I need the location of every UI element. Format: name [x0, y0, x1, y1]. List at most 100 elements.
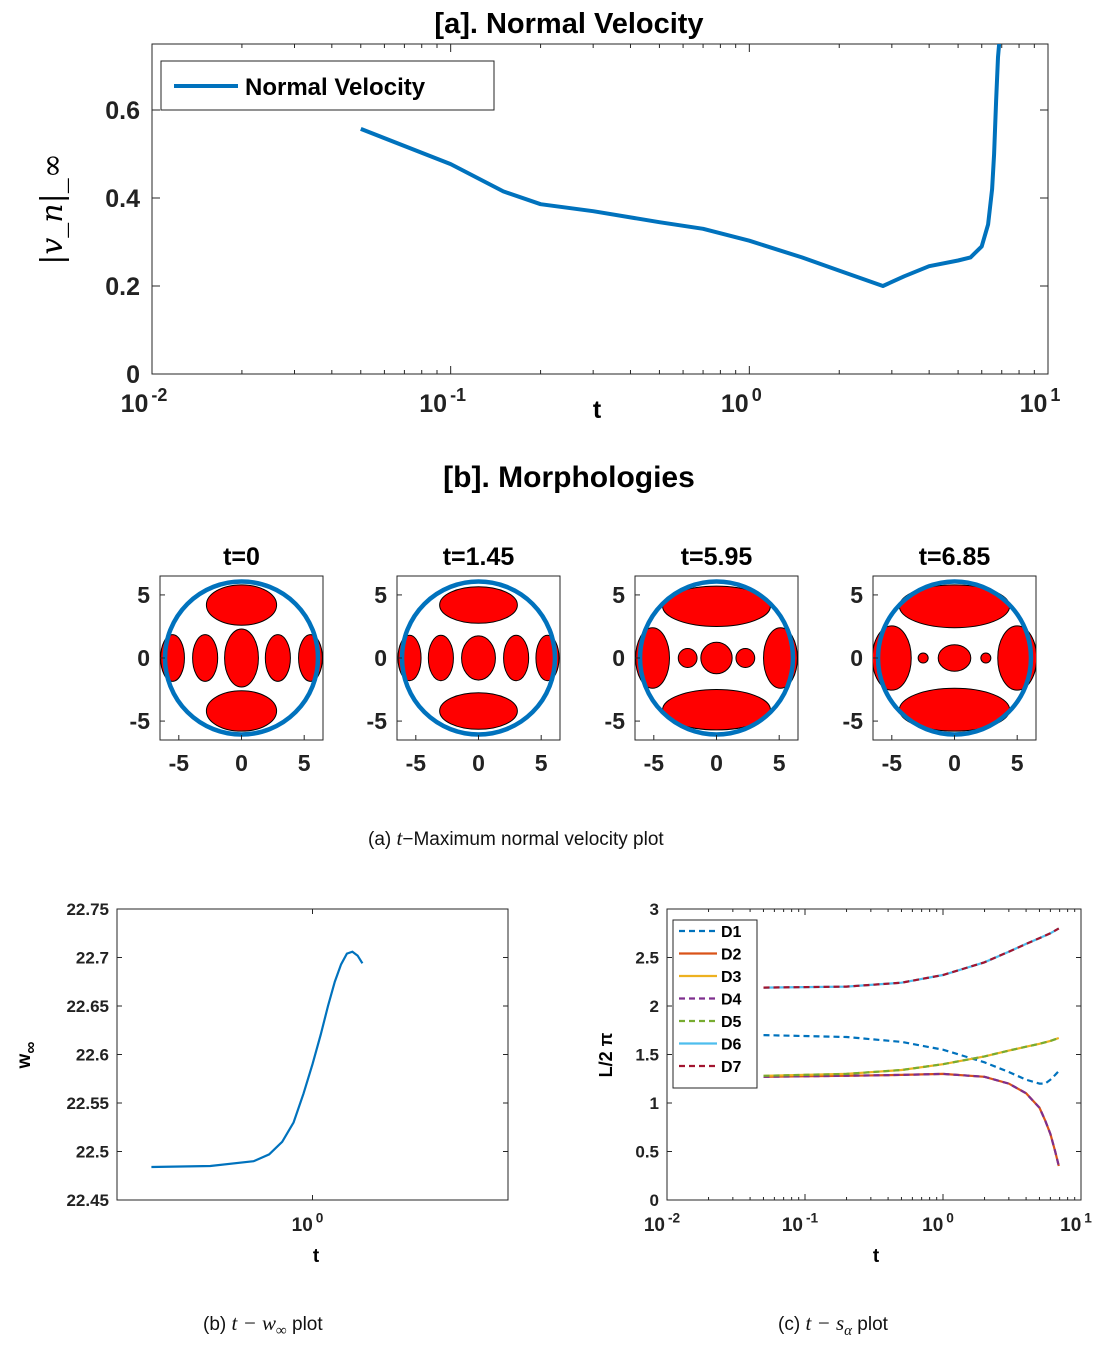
x-tick-label: 10 1 [1020, 385, 1061, 418]
morphology-domain [997, 625, 1036, 691]
y-tick-label: 0.2 [105, 273, 140, 301]
morphology-domain [461, 635, 496, 681]
x-tick-label: -5 [644, 750, 665, 776]
morphology-panel-1: t=0 -5 0 5 5 0 -5 [130, 543, 324, 776]
y-tick-label: 5 [374, 582, 387, 608]
panel-title: t=0 [223, 543, 260, 571]
x-tick-label: 0 [948, 750, 961, 776]
y-tick-label: 22.6 [76, 1046, 109, 1065]
morphology-domain [917, 652, 929, 664]
panel-title: t=5.95 [681, 543, 753, 571]
morphology-domain [439, 692, 518, 730]
morphology-domain [427, 634, 454, 682]
y-tick-label: -5 [843, 708, 864, 734]
x-tick-label: 10 -2 [644, 1210, 681, 1236]
series-line-d5 [763, 1036, 1060, 1077]
morphology-domain [192, 634, 219, 682]
plot-area-b [116, 908, 509, 1201]
morphology-panel-4: t=6.85 -5 0 5 5 0 -5 [843, 543, 1037, 776]
morphology-domain [677, 648, 698, 668]
series-line-d3 [763, 1036, 1060, 1077]
y-tick-label: 5 [137, 582, 150, 608]
y-tick-label: 0 [374, 645, 387, 671]
x-tick-label: 10 0 [721, 385, 762, 418]
legend-entry: D4 [721, 992, 742, 1009]
series-line-d7 [763, 927, 1060, 989]
y-axis-label: |v_n|_∞ [35, 153, 70, 264]
y-tick-label: 1.5 [635, 1046, 659, 1065]
y-tick-label: 22.7 [76, 949, 109, 968]
x-tick-label: 5 [298, 750, 311, 776]
y-tick-label: 1 [650, 1094, 659, 1113]
morphology-domain [937, 644, 972, 672]
y-tick-label: 22.55 [66, 1094, 109, 1113]
boundary-circle [875, 579, 1034, 737]
y-tick-label: 0 [650, 1191, 659, 1210]
morphology-panel-2: t=1.45 -5 0 5 5 0 -5 [367, 543, 561, 776]
x-axis-label: t [593, 396, 602, 424]
x-tick-label: 10 1 [1060, 1210, 1092, 1236]
morphology-panel-3: t=5.95 -5 0 5 5 0 -5 [605, 543, 799, 776]
y-tick-label: -5 [367, 708, 388, 734]
x-tick-label: 10 0 [292, 1210, 324, 1236]
morphology-domain [700, 641, 733, 675]
y-tick-label: 22.5 [76, 1143, 109, 1162]
x-tick-label: 10 -2 [121, 385, 168, 418]
boundary-circle [637, 579, 796, 737]
y-axis-label: w∞ [14, 1042, 40, 1070]
y-axis-label: L/2 π [596, 1032, 616, 1077]
chart-w-infinity: 10 0 22.45 22.5 22.55 22.6 22.65 22.7 22.75 t w∞ [14, 900, 509, 1267]
chart-morphologies: [b]. Morphologies t=0 -5 0 5 5 0 -5 t=1.45 -5 0 5 5 0… [130, 461, 1037, 776]
series-line-d4 [763, 1072, 1060, 1167]
morphology-domain [205, 584, 278, 626]
y-tick-label: 0.4 [105, 185, 140, 213]
x-tick-label: 0 [235, 750, 248, 776]
x-axis-label: t [873, 1246, 880, 1267]
morphology-domain [264, 634, 291, 682]
y-tick-label: 5 [850, 582, 863, 608]
y-tick-label: 0 [612, 645, 625, 671]
series-line-d2 [763, 1072, 1060, 1167]
y-tick-label: -5 [605, 708, 626, 734]
legend-entry: D6 [721, 1037, 742, 1054]
series-line-d6 [763, 927, 1060, 989]
y-tick-label: 22.75 [66, 900, 109, 919]
legend-entry: D5 [721, 1014, 742, 1031]
morphology-domain [980, 652, 992, 664]
morphology-domain [873, 625, 912, 691]
x-tick-label: 10 -1 [419, 385, 466, 418]
boundary-circle [162, 579, 321, 737]
y-tick-label: 0 [137, 645, 150, 671]
x-tick-label: 0 [710, 750, 723, 776]
plot-area-a [151, 43, 1049, 375]
legend-entry: D7 [721, 1059, 742, 1076]
chart-arc-length: 10 -2 10 -1 10 0 10 1 0 0.5 1 1.5 2 2.5 3 t L/2 π D1 D2 D3 D… [596, 900, 1092, 1267]
y-tick-label: 2 [650, 997, 659, 1016]
panel-title: t=1.45 [443, 543, 515, 571]
morphology-domain [439, 586, 518, 624]
morphology-domain [763, 627, 798, 689]
chart-title: [a]. Normal Velocity [434, 8, 703, 40]
y-tick-label: 5 [612, 582, 625, 608]
panel-title: t=6.85 [919, 543, 991, 571]
series-line-w-infinity [151, 950, 364, 1169]
legend-entry: D3 [721, 969, 742, 986]
morphology-domain [503, 634, 530, 682]
series-line-normal-velocity [360, 44, 1002, 288]
y-tick-label: -5 [130, 708, 151, 734]
y-tick-label: 0.6 [105, 97, 140, 125]
y-tick-label: 2.5 [635, 949, 659, 968]
legend-entry: Normal Velocity [245, 74, 426, 101]
x-tick-label: 5 [535, 750, 548, 776]
morphology-domain [224, 628, 259, 688]
x-tick-label: 0 [472, 750, 485, 776]
legend-box [672, 919, 758, 1089]
y-tick-label: 22.45 [66, 1191, 109, 1210]
caption-b: (b) t − w∞ plot [203, 1311, 323, 1339]
caption-c: (c) t − sα plot [778, 1311, 888, 1339]
y-tick-label: 3 [650, 900, 659, 919]
x-tick-label: -5 [169, 750, 190, 776]
x-tick-label: -5 [882, 750, 903, 776]
morphology-domain [735, 648, 756, 668]
